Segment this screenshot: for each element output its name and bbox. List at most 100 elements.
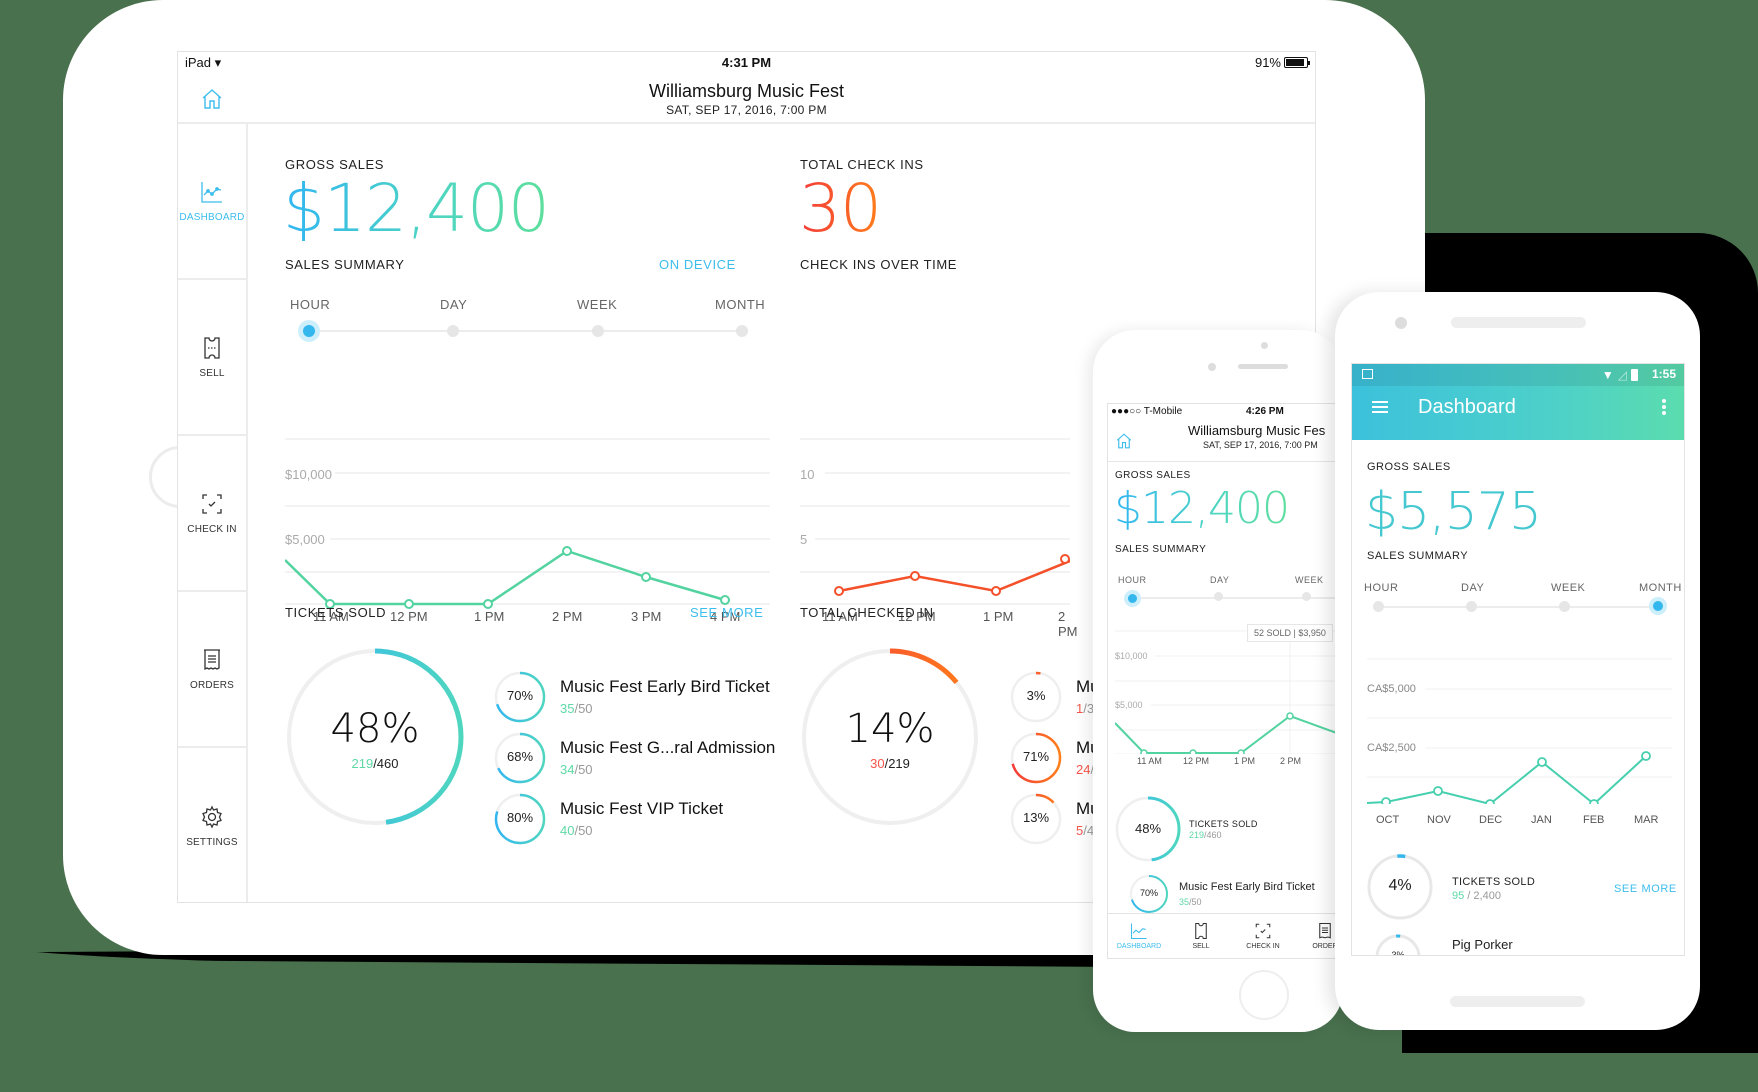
checkin-row[interactable]: 13% Mus 5/40 bbox=[1010, 793, 1108, 849]
period-dot-hour[interactable] bbox=[303, 325, 315, 337]
sidebar-item-settings[interactable]: SETTINGS bbox=[178, 748, 246, 902]
period-hour[interactable]: HOUR bbox=[1118, 575, 1147, 585]
sidebar-item-check-in[interactable]: CHECK IN bbox=[178, 436, 246, 592]
status-bar: ▼ ◿ 1:55 bbox=[1352, 364, 1684, 386]
period-week[interactable]: WEEK bbox=[1551, 582, 1586, 594]
status-time: 4:26 PM bbox=[1246, 406, 1284, 417]
period-week[interactable]: WEEK bbox=[1295, 575, 1324, 585]
tickets-sold-count: 219/460 bbox=[1189, 830, 1222, 840]
total-check-ins-value: 30 bbox=[799, 170, 882, 247]
gross-sales-label: GROSS SALES bbox=[1115, 470, 1191, 481]
check-ins-line-chart: 10 5 bbox=[800, 438, 1070, 605]
ticket-name[interactable]: Pig Porker bbox=[1452, 937, 1513, 952]
period-month[interactable]: MONTH bbox=[715, 297, 766, 312]
ticket-row[interactable]: 68% Music Fest G...ral Admission 34/50 bbox=[494, 732, 794, 788]
check-ins-over-time-label: CHECK INS OVER TIME bbox=[800, 257, 958, 272]
period-hour[interactable]: HOUR bbox=[1364, 582, 1399, 594]
svg-text:$5,000: $5,000 bbox=[285, 532, 325, 547]
ticket-name[interactable]: Music Fest Early Bird Ticket bbox=[1179, 881, 1315, 893]
tab-orders[interactable]: ORDER bbox=[1294, 914, 1342, 958]
ticket-count: 34/50 bbox=[560, 762, 593, 777]
gross-sales-value: $12,400 bbox=[283, 170, 550, 247]
tickets-sold-percent: 48% bbox=[330, 706, 420, 752]
svg-text:CA$5,000: CA$5,000 bbox=[1367, 683, 1416, 695]
android-speaker-top bbox=[1451, 317, 1586, 328]
home-icon[interactable] bbox=[1115, 432, 1133, 450]
home-icon[interactable] bbox=[200, 87, 224, 111]
app-bar: ▼ ◿ 1:55 Dashboard bbox=[1352, 364, 1684, 440]
period-day[interactable]: DAY bbox=[440, 297, 468, 312]
tickets-sold-percent: 48% bbox=[1134, 821, 1162, 836]
tickets-sold-label: TICKETS SOLD bbox=[1452, 876, 1536, 888]
period-dot-week[interactable] bbox=[592, 325, 604, 337]
tab-dashboard[interactable]: DASHBOARD bbox=[1108, 914, 1170, 958]
period-dot-day[interactable] bbox=[1466, 601, 1477, 612]
iphone-home-button[interactable] bbox=[1239, 970, 1289, 1020]
tickets-sold-ring: 4% bbox=[1367, 854, 1433, 920]
ticket-name: Music Fest VIP Ticket bbox=[560, 799, 724, 818]
sidebar-label: DASHBOARD bbox=[179, 211, 245, 223]
ticket-icon bbox=[1195, 922, 1207, 940]
signal-icons: ▼ ◿ bbox=[1602, 368, 1638, 382]
checked-in-percent: 14% bbox=[845, 706, 935, 752]
dashboard-main: GROSS SALES $12,400 TOTAL CHECK INS 30 S… bbox=[250, 124, 1315, 902]
period-dot-day[interactable] bbox=[1214, 592, 1223, 601]
ticket-row[interactable]: 80% Music Fest VIP Ticket 40/50 bbox=[494, 793, 794, 849]
ticket-row[interactable]: 70% Music Fest Early Bird Ticket 35/50 bbox=[494, 671, 794, 727]
iphone-camera bbox=[1261, 342, 1268, 349]
svg-text:$10,000: $10,000 bbox=[285, 467, 332, 482]
status-carrier: ●●●○○ T-Mobile bbox=[1111, 406, 1183, 417]
period-month[interactable]: MONTH bbox=[1639, 582, 1682, 594]
tab-sell[interactable]: SELL bbox=[1170, 914, 1232, 958]
period-day[interactable]: DAY bbox=[1210, 575, 1230, 585]
sidebar-item-orders[interactable]: ORDERS bbox=[178, 592, 246, 748]
receipt-icon bbox=[204, 648, 220, 670]
sales-summary-label: SALES SUMMARY bbox=[1367, 550, 1469, 562]
period-dot-month[interactable] bbox=[1653, 601, 1663, 611]
status-time: 1:55 bbox=[1651, 367, 1676, 381]
scan-check-icon bbox=[202, 493, 222, 514]
see-more-link[interactable]: SEE MORE bbox=[1614, 883, 1677, 895]
checkin-row[interactable]: 3% Mus 1/35 bbox=[1010, 671, 1108, 727]
period-dot-day[interactable] bbox=[447, 325, 459, 337]
battery-icon bbox=[1631, 369, 1638, 381]
gross-sales-value: $12,400 bbox=[1114, 483, 1290, 534]
period-dot-hour[interactable] bbox=[1373, 601, 1384, 612]
android-camera bbox=[1395, 317, 1407, 329]
period-selector: HOUR DAY WEEK MONTH bbox=[285, 297, 765, 347]
period-dot-week[interactable] bbox=[1302, 592, 1311, 601]
period-dot-month[interactable] bbox=[736, 325, 748, 337]
ticket-count: 35/50 bbox=[560, 701, 593, 716]
chart-icon bbox=[201, 181, 222, 203]
hamburger-menu-icon[interactable] bbox=[1372, 401, 1388, 413]
sidebar-label: SETTINGS bbox=[186, 836, 238, 848]
period-selector: HOUR DAY WEEK bbox=[1115, 575, 1342, 625]
event-title: Williamsburg Music Fest bbox=[648, 81, 845, 101]
more-options-icon[interactable] bbox=[1662, 399, 1666, 415]
status-bar: iPad ▾ 4:31 PM 91% bbox=[178, 52, 1315, 78]
on-device-link[interactable]: ON DEVICE bbox=[659, 257, 736, 272]
event-title: Williamsburg Music Fes bbox=[1188, 423, 1326, 438]
period-dot-hour[interactable] bbox=[1128, 594, 1137, 603]
total-checked-in-label: TOTAL CHECKED IN bbox=[800, 605, 934, 620]
sidebar-item-sell[interactable]: SELL bbox=[178, 280, 246, 436]
android-device: ▼ ◿ 1:55 Dashboard GROSS SALES $5,575 SA… bbox=[1335, 292, 1700, 1030]
sales-summary-label: SALES SUMMARY bbox=[1115, 544, 1207, 555]
period-hour[interactable]: HOUR bbox=[290, 297, 331, 312]
tickets-sold-label: TICKETS SOLD bbox=[1189, 819, 1258, 829]
tab-check-in[interactable]: CHECK IN bbox=[1232, 914, 1294, 958]
period-week[interactable]: WEEK bbox=[577, 297, 618, 312]
period-day[interactable]: DAY bbox=[1461, 582, 1485, 594]
event-date: SAT, SEP 17, 2016, 7:00 PM bbox=[666, 103, 827, 117]
period-dot-week[interactable] bbox=[1559, 601, 1570, 612]
iphone-device: ●●●○○ T-Mobile 4:26 PM Williamsburg Musi… bbox=[1093, 330, 1343, 1032]
see-more-link[interactable]: SEE MORE bbox=[690, 605, 764, 620]
sales-line-chart: CA$5,000 CA$2,500 bbox=[1367, 658, 1672, 804]
android-speaker-bottom bbox=[1450, 996, 1585, 1007]
ticket-count: 40/50 bbox=[560, 823, 593, 838]
sidebar-item-dashboard[interactable]: DASHBOARD bbox=[178, 124, 246, 280]
checkin-row[interactable]: 71% Mus 24/3 bbox=[1010, 732, 1108, 788]
wifi-icon: ▼ bbox=[1601, 368, 1614, 382]
period-selector: HOUR DAY WEEK MONTH bbox=[1364, 582, 1681, 632]
event-date: SAT, SEP 17, 2016, 7:00 PM bbox=[1203, 440, 1318, 450]
